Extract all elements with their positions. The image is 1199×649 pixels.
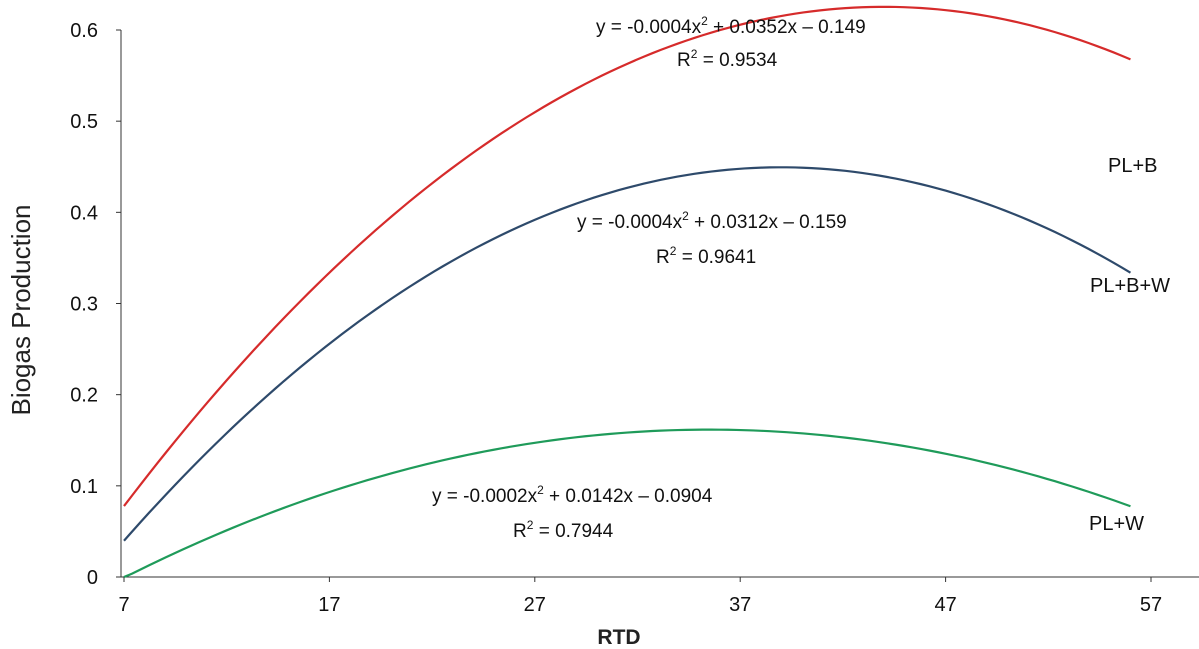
equation-pl-w: y = -0.0002x2 + 0.0142x – 0.0904 bbox=[432, 483, 713, 507]
x-tick-label: 37 bbox=[729, 594, 751, 616]
y-axis-ticks: 0 0.1 0.2 0.3 0.4 0.5 0.6 bbox=[70, 20, 121, 589]
r2-pl-b-exp: 2 bbox=[691, 47, 698, 61]
equation-pl-w-prefix: y = -0.0002x bbox=[432, 486, 538, 507]
x-tick-label: 7 bbox=[118, 594, 129, 616]
r2-pl-b-value: = 0.9534 bbox=[697, 50, 777, 71]
y-tick-label: 0.6 bbox=[70, 20, 98, 42]
r2-pl-w-label: R bbox=[513, 521, 527, 542]
equation-pl-b: y = -0.0004x2 + 0.0352x – 0.149 bbox=[596, 14, 866, 38]
equation-pl-b-w: y = -0.0004x2 + 0.0312x – 0.159 bbox=[577, 209, 847, 233]
series-label-pl-b-w: PL+B+W bbox=[1090, 275, 1170, 297]
series-line-pl-w bbox=[123, 428, 1131, 579]
y-tick-label: 0.1 bbox=[70, 476, 98, 498]
equation-pl-b-w-exp: 2 bbox=[682, 209, 689, 223]
r2-pl-b-w-label: R bbox=[656, 247, 670, 268]
series-line-pl-b bbox=[123, 5, 1131, 507]
series-label-pl-w: PL+W bbox=[1089, 513, 1144, 535]
equation-pl-b-w-prefix: y = -0.0004x bbox=[577, 212, 683, 233]
r2-pl-b-w-value: = 0.9641 bbox=[676, 247, 756, 268]
equation-pl-b-exp: 2 bbox=[701, 14, 708, 28]
r2-pl-b-w-exp: 2 bbox=[670, 244, 677, 258]
series-lines bbox=[123, 5, 1132, 579]
r2-pl-b: R2 = 0.9534 bbox=[677, 47, 778, 71]
y-tick-label: 0 bbox=[87, 567, 98, 589]
x-tick-label: 17 bbox=[318, 594, 340, 616]
y-axis-title: Biogas Production bbox=[6, 204, 36, 415]
equation-pl-w-exp: 2 bbox=[537, 483, 544, 497]
x-tick-label: 47 bbox=[934, 594, 956, 616]
y-tick-label: 0.3 bbox=[70, 294, 98, 316]
equation-pl-b-suffix: + 0.0352x – 0.149 bbox=[708, 17, 866, 38]
x-tick-label: 27 bbox=[524, 594, 546, 616]
y-tick-label: 0.5 bbox=[70, 111, 98, 133]
r2-pl-w-value: = 0.7944 bbox=[533, 521, 613, 542]
equation-pl-w-suffix: + 0.0142x – 0.0904 bbox=[544, 486, 713, 507]
y-tick-label: 0.2 bbox=[70, 385, 98, 407]
equation-pl-b-prefix: y = -0.0004x bbox=[596, 17, 702, 38]
r2-pl-w: R2 = 0.7944 bbox=[513, 518, 614, 542]
r2-pl-b-w: R2 = 0.9641 bbox=[656, 244, 756, 268]
r2-pl-b-label: R bbox=[677, 50, 691, 71]
x-axis-title: RTD bbox=[597, 626, 640, 649]
series-label-pl-b: PL+B bbox=[1108, 155, 1157, 177]
x-axis-ticks: 7 17 27 37 47 57 bbox=[118, 577, 1162, 616]
x-tick-label: 57 bbox=[1140, 594, 1162, 616]
series-line-pl-b-w bbox=[123, 166, 1132, 542]
r2-pl-w-exp: 2 bbox=[527, 518, 534, 532]
y-tick-label: 0.4 bbox=[70, 202, 98, 224]
equation-pl-b-w-suffix: + 0.0312x – 0.159 bbox=[689, 212, 847, 233]
